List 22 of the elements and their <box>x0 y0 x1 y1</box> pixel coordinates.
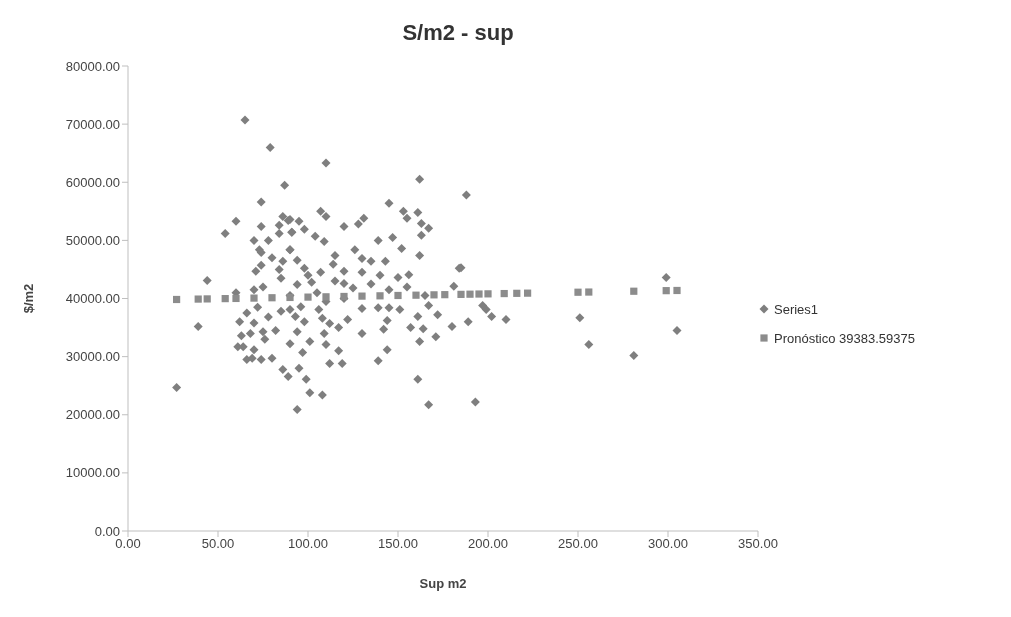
x-tick-label: 250.00 <box>558 536 598 552</box>
x-tick-label: 150.00 <box>378 536 418 552</box>
chart-title: S/m2 - sup <box>401 19 515 46</box>
legend-label: Pronóstico 39383.59375 <box>774 330 915 346</box>
x-tick-label: 0.00 <box>115 536 141 552</box>
x-tick-label: 50.00 <box>201 536 235 552</box>
x-tick-label: 200.00 <box>468 536 508 552</box>
x-axis-title: Sup m2 <box>419 576 467 592</box>
x-tick-label: 100.00 <box>288 536 328 552</box>
y-tick-label: 50000.00 <box>65 232 120 248</box>
y-tick-label: 70000.00 <box>65 116 120 132</box>
y-tick-label: 0.00 <box>94 523 120 539</box>
y-axis-title: $/m2 <box>20 283 36 314</box>
y-tick-label: 80000.00 <box>65 58 120 74</box>
y-tick-label: 40000.00 <box>65 291 120 307</box>
y-tick-label: 20000.00 <box>65 407 120 423</box>
x-tick-label: 300.00 <box>648 536 688 552</box>
y-tick-label: 10000.00 <box>65 465 120 481</box>
legend-label: Series1 <box>774 301 819 317</box>
x-tick-label: 350.00 <box>738 536 778 552</box>
y-tick-label: 30000.00 <box>65 349 120 365</box>
y-tick-label: 60000.00 <box>65 174 120 190</box>
